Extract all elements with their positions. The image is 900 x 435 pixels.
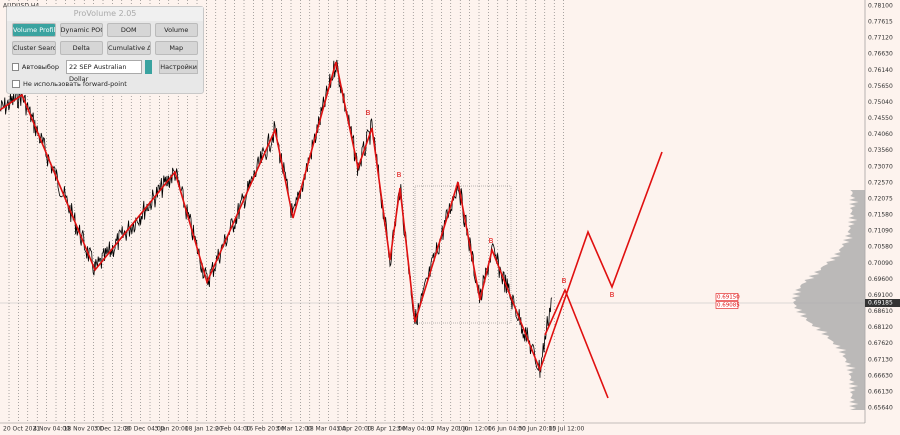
price-label: 0.68610 xyxy=(868,308,893,315)
volume-profile xyxy=(791,190,865,410)
time-label: 3 Dec 12:00 xyxy=(94,426,131,433)
price-label: 0.74550 xyxy=(868,115,893,122)
projection xyxy=(544,287,609,399)
time-label: 3 Jan 20:00 xyxy=(155,426,189,433)
time-label: 20 Oct 2021 xyxy=(3,426,40,433)
price-label: 0.67130 xyxy=(868,356,893,363)
time-label: 1 Apr 20:00 xyxy=(336,426,371,433)
price-label: 0.78100 xyxy=(868,3,893,10)
checkbox[interactable] xyxy=(12,80,20,88)
price-label: 0.75650 xyxy=(868,83,893,90)
time-label: 16 Jun 04:00 xyxy=(488,426,526,433)
price-label: 0.73070 xyxy=(868,163,893,170)
select-arrow[interactable] xyxy=(144,60,153,74)
instrument-row: Автовыбор 22 SEP Australian Dollar Настр… xyxy=(7,57,203,83)
provolume-panel: ProVolume 2.05 Volume Profile Dynamic PO… xyxy=(6,6,204,94)
price-label: 0.77615 xyxy=(868,19,893,26)
instrument-select[interactable]: 22 SEP Australian Dollar xyxy=(66,60,142,83)
forward-row: Не использовать forward-point xyxy=(7,77,203,91)
price-label: 0.72075 xyxy=(868,195,893,202)
forward-point-label: Не использовать forward-point xyxy=(23,80,127,88)
price-label: 0.76630 xyxy=(868,51,893,58)
price-label: 0.70090 xyxy=(868,260,893,267)
button[interactable]: Volume Profile xyxy=(12,23,56,37)
price-label: 0.72570 xyxy=(868,179,893,186)
auto-select-label: Автовыбор xyxy=(21,63,60,71)
panel-title: ProVolume 2.05 xyxy=(7,7,203,21)
time-label: 30 Jun 20:00 xyxy=(518,426,556,433)
settings-button[interactable]: Настройки xyxy=(159,60,199,74)
price-label: 0.69600 xyxy=(868,276,893,283)
checkbox[interactable] xyxy=(12,63,19,71)
button[interactable]: Cluster Search xyxy=(12,41,56,55)
time-label: 2 Feb 04:00 xyxy=(215,426,251,433)
time-label: 1 Jun 12:00 xyxy=(458,426,492,433)
button-row: Cluster Search Delta Cumulative Δ Map xyxy=(7,39,203,57)
price-label: 0.66130 xyxy=(868,388,893,395)
time-label: 15 Jul 12:00 xyxy=(548,426,584,433)
signal-marker: B xyxy=(610,291,615,299)
zigzag xyxy=(0,61,663,373)
button[interactable]: DOM xyxy=(107,23,151,37)
price-label: 0.65640 xyxy=(868,405,893,412)
time-label: 3 Mar 12:00 xyxy=(276,426,312,433)
current-price: 0.69185 xyxy=(868,300,893,307)
price-label: 0.67620 xyxy=(868,340,893,347)
signal-marker: B xyxy=(397,171,402,179)
time-label: 20 Dec 04:00 xyxy=(124,426,165,433)
signal-marker: B xyxy=(562,277,567,285)
button[interactable]: Delta xyxy=(59,41,103,55)
time-label: 3 May 04:00 xyxy=(397,426,435,433)
price-label: 0.77120 xyxy=(868,35,893,42)
time-label: 18 Nov 20:00 xyxy=(64,426,105,433)
button[interactable]: Volume xyxy=(154,23,198,37)
signal-marker: B xyxy=(366,109,371,117)
price-label: 0.71580 xyxy=(868,212,893,219)
level-label: 0.69150 xyxy=(717,295,740,301)
signal-marker: B xyxy=(489,237,494,245)
level-box xyxy=(715,301,739,309)
price-label: 0.71090 xyxy=(868,228,893,235)
button[interactable]: Dynamic POC xyxy=(59,23,103,37)
level-label: 0.69085 xyxy=(717,303,740,309)
price-label: 0.76140 xyxy=(868,67,893,74)
price-label: 0.75040 xyxy=(868,99,893,106)
price-axis-bg xyxy=(865,0,900,435)
price-series xyxy=(0,59,553,378)
range-box xyxy=(414,185,512,324)
button[interactable]: Map xyxy=(154,41,198,55)
button-row: Volume Profile Dynamic POC DOM Volume xyxy=(7,21,203,39)
price-label: 0.68120 xyxy=(868,324,893,331)
time-label: 18 Mar 04:00 xyxy=(306,426,346,433)
current-price-box xyxy=(865,299,900,307)
time-label: 16 Feb 20:00 xyxy=(245,426,285,433)
time-label: 18 Jan 12:00 xyxy=(185,426,223,433)
time-label: 4 Nov 04:00 xyxy=(33,426,70,433)
price-label: 0.73560 xyxy=(868,147,893,154)
time-label: 18 Apr 12:00 xyxy=(367,426,406,433)
price-label: 0.69100 xyxy=(868,292,893,299)
time-label: 17 May 20:00 xyxy=(427,426,468,433)
price-label: 0.74060 xyxy=(868,131,893,138)
button[interactable]: Cumulative Δ xyxy=(107,41,151,55)
level-box xyxy=(715,293,739,301)
price-label: 0.70580 xyxy=(868,244,893,251)
price-label: 0.66630 xyxy=(868,372,893,379)
